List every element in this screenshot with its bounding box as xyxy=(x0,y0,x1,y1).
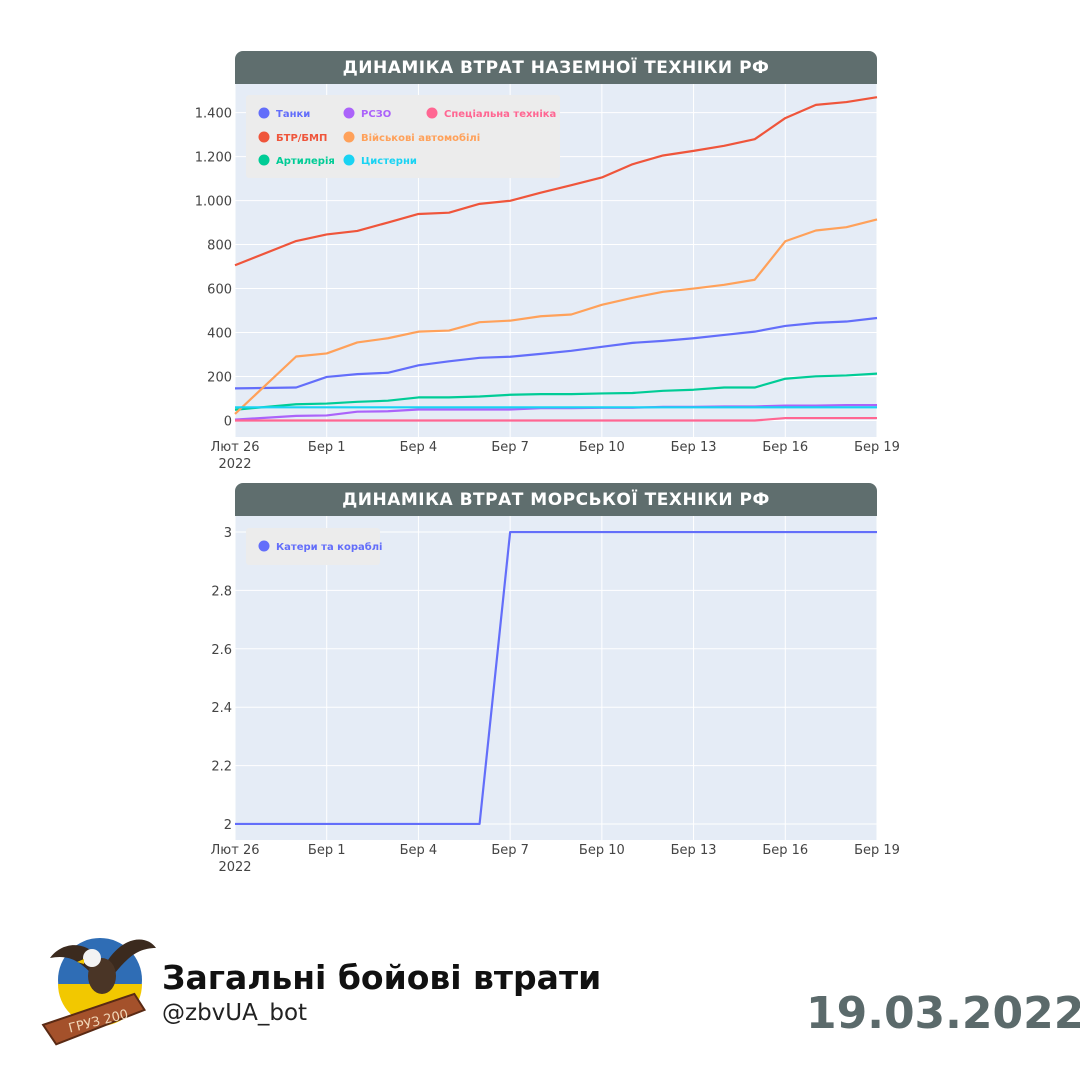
x-tick-label: Лют 26 xyxy=(211,440,260,455)
legend-marker xyxy=(258,131,270,143)
x-tick-label: Бер 16 xyxy=(762,843,808,858)
naval-chart-title: ДИНАМІКА ВТРАТ МОРСЬКОЇ ТЕХНІКИ РФ xyxy=(235,483,877,516)
x-tick-sublabel: 2022 xyxy=(218,457,251,472)
legend-marker xyxy=(258,154,270,166)
y-tick-label: 2.2 xyxy=(211,760,232,775)
legend-marker xyxy=(343,154,355,166)
x-tick-label: Бер 13 xyxy=(671,440,717,455)
x-tick-label: Бер 1 xyxy=(308,440,346,455)
y-tick-label: 2.8 xyxy=(211,584,232,599)
x-tick-label: Бер 7 xyxy=(491,843,529,858)
series-line xyxy=(235,416,877,422)
x-tick-label: Бер 19 xyxy=(854,843,900,858)
x-tick-sublabel: 2022 xyxy=(218,860,251,875)
series-line xyxy=(234,96,878,267)
legend-marker xyxy=(343,107,355,119)
legend-label: БТР/БМП xyxy=(276,133,327,144)
legend-label: Спеціальна техніка xyxy=(444,109,556,120)
x-tick-label: Бер 10 xyxy=(579,843,625,858)
legend-label: Артилерія xyxy=(276,156,335,167)
y-tick-label: 400 xyxy=(207,327,232,342)
legend-label: РСЗО xyxy=(361,109,391,120)
y-tick-label: 1.400 xyxy=(195,107,232,122)
x-tick-label: Бер 13 xyxy=(671,843,717,858)
series-line xyxy=(234,316,878,390)
bot-handle-link[interactable]: @zbvUA_bot xyxy=(162,1000,308,1026)
x-tick-label: Бер 7 xyxy=(491,440,529,455)
report-date: 19.03.2022 xyxy=(806,988,1080,1039)
y-tick-label: 600 xyxy=(207,283,232,298)
legend-marker xyxy=(426,107,438,119)
ground-losses-chart: Лют 26 2022 Бер 1 Бер 4 Бер 7 Бер 10 Бер 13 Бер… xyxy=(195,84,900,472)
footer-title: Загальні бойові втрати xyxy=(162,958,602,997)
ground-chart-title: ДИНАМІКА ВТРАТ НАЗЕМНОЇ ТЕХНІКИ РФ xyxy=(235,51,877,84)
x-tick-label: Лют 26 xyxy=(211,843,260,858)
y-tick-label: 2 xyxy=(224,818,232,833)
x-tick-label: Бер 19 xyxy=(854,440,900,455)
y-tick-label: 2.6 xyxy=(211,643,232,658)
legend-label: Військові автомобілі xyxy=(361,132,480,144)
y-tick-label: 1.000 xyxy=(195,195,232,210)
x-tick-label: Бер 4 xyxy=(400,440,438,455)
series-line xyxy=(235,530,877,826)
x-tick-label: Бер 1 xyxy=(308,843,346,858)
y-tick-label: 0 xyxy=(224,415,232,430)
legend-box xyxy=(246,528,380,565)
y-tick-label: 200 xyxy=(207,371,232,386)
series-line xyxy=(234,218,878,415)
y-tick-label: 3 xyxy=(224,526,232,541)
x-tick-label: Бер 4 xyxy=(400,843,438,858)
x-tick-label: Бер 16 xyxy=(762,440,808,455)
legend-label: Цистерни xyxy=(361,156,417,167)
legend-marker xyxy=(343,131,355,143)
legend-box xyxy=(246,95,560,178)
series-line xyxy=(234,372,878,411)
legend-marker xyxy=(258,540,270,552)
x-tick-label: Бер 10 xyxy=(579,440,625,455)
legend-label: Танки xyxy=(276,109,310,120)
plot-area xyxy=(235,516,877,840)
logo-eagle-coffin-icon: ГРУЗ 200 xyxy=(41,938,156,1046)
legend-marker xyxy=(258,107,270,119)
y-tick-label: 2.4 xyxy=(211,701,232,716)
y-tick-label: 800 xyxy=(207,239,232,254)
legend-label: Катери та кораблі xyxy=(276,541,382,553)
y-tick-label: 1.200 xyxy=(195,151,232,166)
